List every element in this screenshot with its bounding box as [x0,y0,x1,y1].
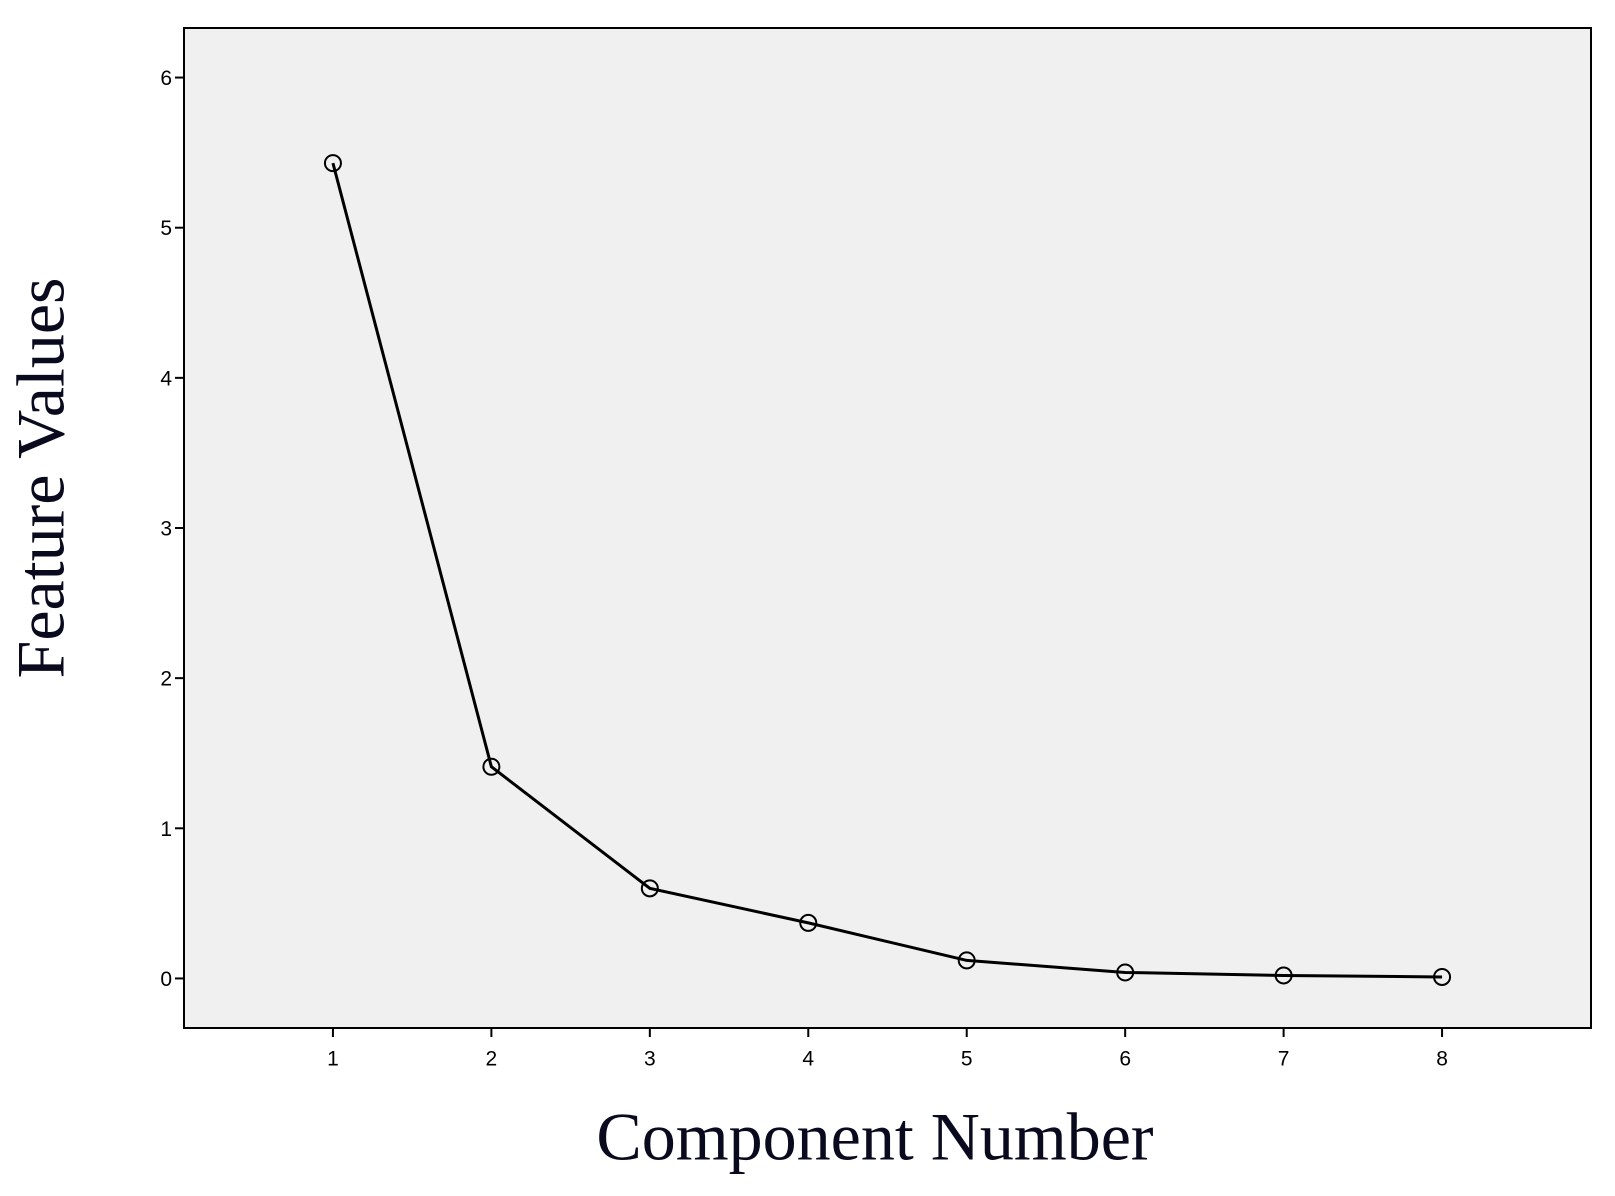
line [331,162,1443,979]
point [640,879,659,898]
y-tick-label: 5 [160,217,172,240]
x-tick-label: 6 [1119,1048,1131,1071]
point [799,913,818,932]
point [323,154,342,173]
x-tick-label: 1 [327,1048,339,1071]
point [1274,966,1293,985]
point [957,951,976,970]
x-tick-label: 7 [1278,1048,1290,1071]
point [482,757,501,776]
x-axis-title: Component Number [596,1099,1154,1175]
y-tick-label: 6 [160,67,172,90]
y-tick-label: 3 [160,518,172,541]
plot-area [183,27,1592,1029]
y-tick-label: 0 [160,968,172,991]
y-axis-title: Feature Values [3,278,79,679]
y-tick-label: 4 [160,367,172,390]
point [1433,967,1452,986]
x-tick-label: 8 [1436,1048,1448,1071]
x-tick-label: 3 [644,1048,656,1071]
x-tick-label: 4 [802,1048,814,1071]
x-tick-label: 5 [961,1048,973,1071]
y-tick-label: 2 [160,668,172,691]
y-tick-label: 1 [160,818,172,841]
point [1116,963,1135,982]
x-tick-label: 2 [486,1048,498,1071]
